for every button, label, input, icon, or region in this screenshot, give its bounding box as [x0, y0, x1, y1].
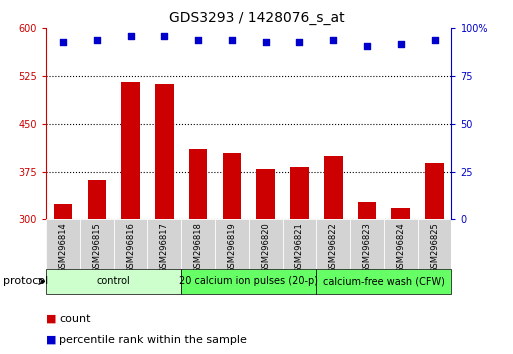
Text: GSM296822: GSM296822 — [329, 222, 338, 273]
Point — [59, 39, 67, 45]
Bar — [215, 219, 249, 269]
Text: count: count — [59, 314, 90, 324]
Bar — [181, 269, 317, 294]
Point — [262, 39, 270, 45]
Text: GSM296815: GSM296815 — [92, 222, 102, 273]
Point — [93, 37, 101, 42]
Point — [228, 37, 236, 42]
Text: GSM296816: GSM296816 — [126, 222, 135, 273]
Text: protocol: protocol — [3, 276, 48, 286]
Bar — [46, 269, 181, 294]
Text: GSM296818: GSM296818 — [193, 222, 203, 273]
Text: calcium-free wash (CFW): calcium-free wash (CFW) — [323, 276, 445, 286]
Bar — [358, 202, 377, 219]
Point — [127, 33, 135, 39]
Text: ■: ■ — [46, 335, 56, 345]
Bar — [249, 219, 283, 269]
Bar — [88, 180, 106, 219]
Text: GSM296817: GSM296817 — [160, 222, 169, 273]
Bar — [391, 208, 410, 219]
Text: GSM296823: GSM296823 — [363, 222, 371, 273]
Text: GSM296824: GSM296824 — [396, 222, 405, 273]
Text: GDS3293 / 1428076_s_at: GDS3293 / 1428076_s_at — [169, 11, 344, 25]
Bar — [223, 153, 241, 219]
Bar — [46, 219, 80, 269]
Bar — [317, 269, 451, 294]
Text: GSM296814: GSM296814 — [58, 222, 68, 273]
Point — [397, 41, 405, 46]
Bar — [256, 169, 275, 219]
Text: GSM296819: GSM296819 — [227, 222, 236, 273]
Bar — [155, 84, 174, 219]
Point — [160, 33, 168, 39]
Text: percentile rank within the sample: percentile rank within the sample — [59, 335, 247, 345]
Point — [295, 39, 304, 45]
Bar — [418, 219, 451, 269]
Bar — [121, 82, 140, 219]
Text: GSM296820: GSM296820 — [261, 222, 270, 273]
Bar — [283, 219, 317, 269]
Point — [194, 37, 202, 42]
Bar — [317, 219, 350, 269]
Bar — [189, 149, 207, 219]
Text: GSM296821: GSM296821 — [295, 222, 304, 273]
Point — [329, 37, 338, 42]
Bar — [148, 219, 181, 269]
Bar — [384, 219, 418, 269]
Bar — [425, 164, 444, 219]
Point — [363, 43, 371, 48]
Bar — [54, 204, 72, 219]
Bar — [350, 219, 384, 269]
Text: ■: ■ — [46, 314, 56, 324]
Point — [430, 37, 439, 42]
Text: GSM296825: GSM296825 — [430, 222, 439, 273]
Text: 20 calcium ion pulses (20-p): 20 calcium ion pulses (20-p) — [180, 276, 318, 286]
Bar — [324, 156, 343, 219]
Bar — [114, 219, 148, 269]
Bar — [80, 219, 114, 269]
Text: control: control — [97, 276, 131, 286]
Bar — [290, 167, 309, 219]
Bar — [181, 219, 215, 269]
